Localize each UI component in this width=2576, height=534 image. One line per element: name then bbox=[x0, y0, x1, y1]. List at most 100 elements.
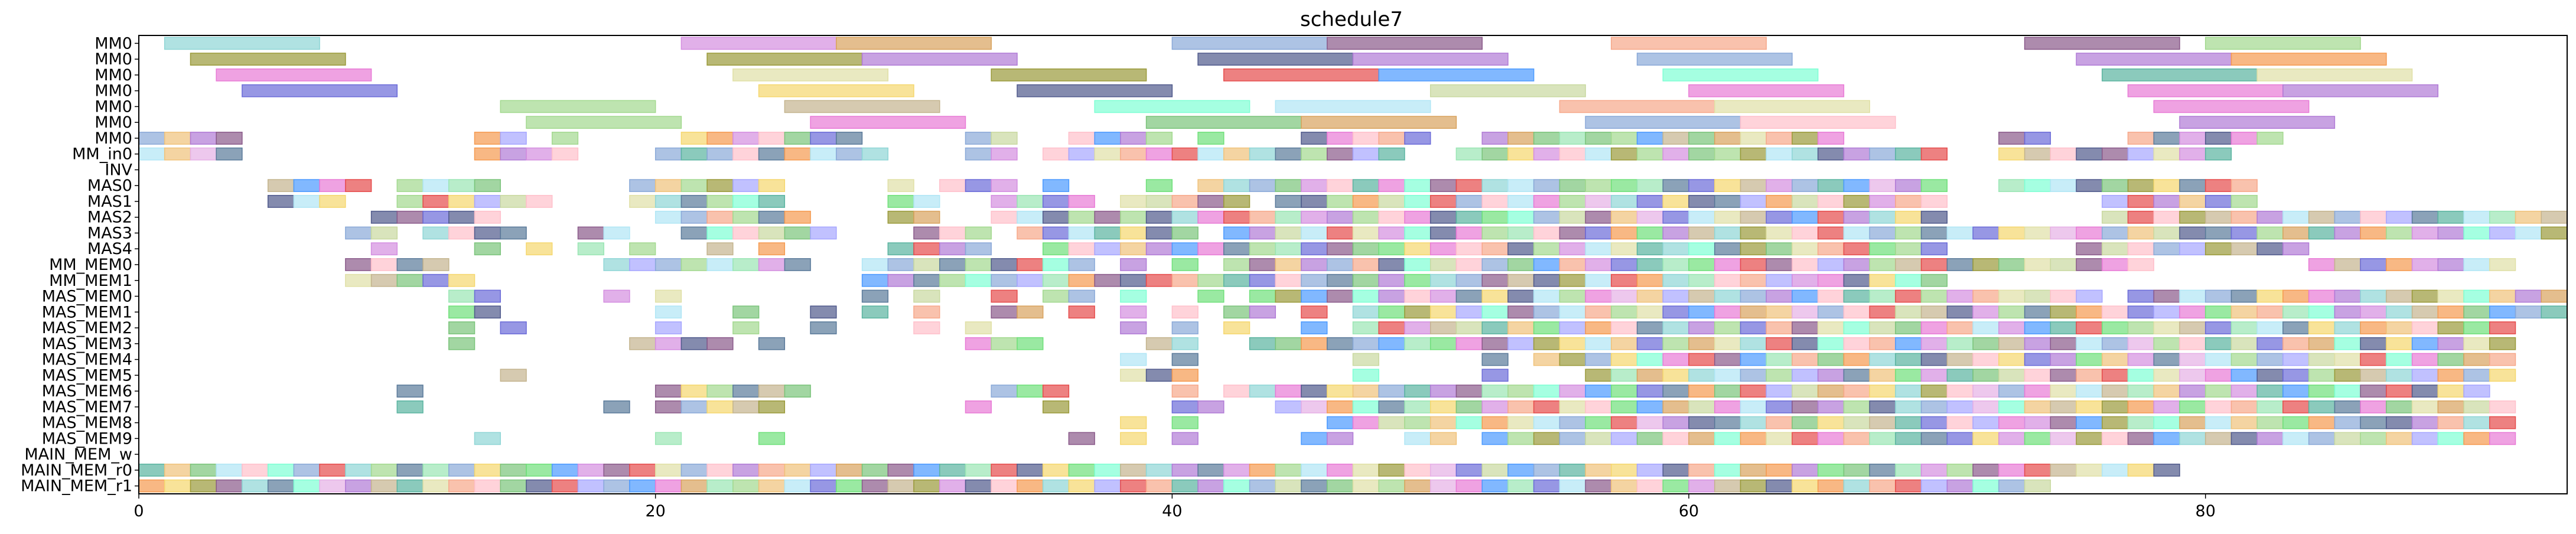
task-bar bbox=[2050, 385, 2077, 398]
task-bar bbox=[1817, 242, 1845, 256]
task-bar bbox=[396, 479, 424, 493]
task-bar bbox=[500, 147, 527, 161]
task-bar bbox=[1507, 479, 1535, 493]
task-bar bbox=[2230, 226, 2258, 240]
task-bar bbox=[1895, 195, 1922, 208]
task-bar bbox=[1895, 385, 1922, 398]
task-bar bbox=[1636, 385, 1664, 398]
task-bar bbox=[2153, 195, 2180, 208]
task-bar bbox=[629, 195, 656, 208]
task-bar bbox=[1197, 242, 1225, 256]
y-tick-label: MAS1 bbox=[87, 193, 132, 211]
task-bar bbox=[2024, 258, 2051, 271]
task-bar bbox=[2204, 321, 2232, 334]
task-bar bbox=[2127, 84, 2284, 97]
task-bar bbox=[1533, 463, 1561, 477]
task-bar bbox=[319, 179, 346, 193]
task-bar bbox=[1920, 353, 1948, 366]
task-bar bbox=[1042, 147, 1070, 161]
task-bar bbox=[1895, 353, 1922, 366]
y-tick-label: INV bbox=[105, 161, 132, 179]
task-bar bbox=[1688, 463, 1715, 477]
task-bar bbox=[1636, 273, 1664, 287]
task-bar bbox=[1378, 132, 1405, 145]
task-bar bbox=[2230, 416, 2258, 429]
task-bar bbox=[1455, 400, 1483, 413]
task-bar bbox=[1171, 210, 1199, 224]
task-bar bbox=[2437, 258, 2464, 271]
y-tick-label: MM0 bbox=[95, 97, 132, 116]
task-bar bbox=[2437, 226, 2464, 240]
task-bar bbox=[1429, 84, 1586, 97]
task-bar bbox=[1559, 132, 1586, 145]
task-bar bbox=[2360, 210, 2387, 224]
task-bar bbox=[396, 273, 424, 287]
task-bar bbox=[1817, 305, 1845, 319]
task-bar bbox=[1998, 321, 2025, 334]
task-bar bbox=[913, 289, 940, 303]
task-bar bbox=[1843, 226, 1870, 240]
task-bar bbox=[1378, 147, 1405, 161]
task-bar bbox=[1378, 337, 1405, 350]
task-bar bbox=[629, 258, 656, 271]
task-bar bbox=[991, 479, 1018, 493]
task-bar bbox=[2076, 369, 2103, 382]
task-bar bbox=[1585, 289, 1612, 303]
task-bar bbox=[1972, 369, 1999, 382]
task-bar bbox=[810, 226, 837, 240]
y-tick-labels: MM0MM0MM0MM0MM0MM0MM0MM_in0INVMAS0MAS1MA… bbox=[21, 34, 139, 496]
task-bar bbox=[1585, 400, 1612, 413]
task-bar bbox=[1429, 289, 1457, 303]
task-bar bbox=[1352, 242, 1379, 256]
task-bar bbox=[1946, 432, 1973, 445]
task-bar bbox=[887, 195, 914, 208]
task-bar bbox=[2050, 463, 2077, 477]
task-bar bbox=[913, 479, 940, 493]
task-bar bbox=[991, 273, 1018, 287]
task-bar bbox=[1817, 210, 1845, 224]
task-bar bbox=[2463, 289, 2490, 303]
task-bar bbox=[2334, 289, 2361, 303]
task-bar bbox=[654, 432, 682, 445]
task-bar bbox=[216, 463, 243, 477]
task-bar bbox=[2256, 416, 2284, 429]
task-bar bbox=[1817, 369, 1845, 382]
task-bar bbox=[1301, 258, 1328, 271]
task-bar bbox=[1301, 385, 1328, 398]
task-bar bbox=[2463, 432, 2490, 445]
task-bar bbox=[1766, 416, 1793, 429]
task-bar bbox=[2102, 242, 2129, 256]
task-bar bbox=[1171, 337, 1199, 350]
task-bar bbox=[939, 479, 966, 493]
task-bar bbox=[1869, 147, 1896, 161]
task-bar bbox=[2179, 226, 2206, 240]
task-bar bbox=[1171, 242, 1199, 256]
task-bar bbox=[1481, 353, 1509, 366]
task-bar bbox=[1429, 179, 1457, 193]
task-bar bbox=[2308, 400, 2336, 413]
task-bar bbox=[654, 195, 682, 208]
task-bar bbox=[2153, 132, 2180, 145]
task-bar bbox=[2282, 369, 2310, 382]
task-bar bbox=[861, 463, 889, 477]
task-bar bbox=[2127, 416, 2154, 429]
task-bar bbox=[1068, 132, 1095, 145]
task-bar bbox=[680, 337, 708, 350]
task-bar bbox=[474, 242, 501, 256]
task-bar bbox=[1636, 242, 1664, 256]
task-bar bbox=[810, 321, 837, 334]
task-bar bbox=[2153, 353, 2180, 366]
task-bar bbox=[1352, 147, 1379, 161]
task-bar bbox=[1920, 337, 1948, 350]
task-bar bbox=[2024, 147, 2051, 161]
task-bar bbox=[1352, 353, 1379, 366]
task-bar bbox=[1455, 210, 1483, 224]
task-bar bbox=[2463, 416, 2490, 429]
task-bar bbox=[1920, 463, 1948, 477]
task-bar bbox=[474, 432, 501, 445]
task-bar bbox=[500, 369, 527, 382]
task-bar bbox=[706, 463, 734, 477]
task-bar bbox=[1920, 432, 1948, 445]
task-bar bbox=[396, 179, 424, 193]
task-bar bbox=[1559, 400, 1586, 413]
